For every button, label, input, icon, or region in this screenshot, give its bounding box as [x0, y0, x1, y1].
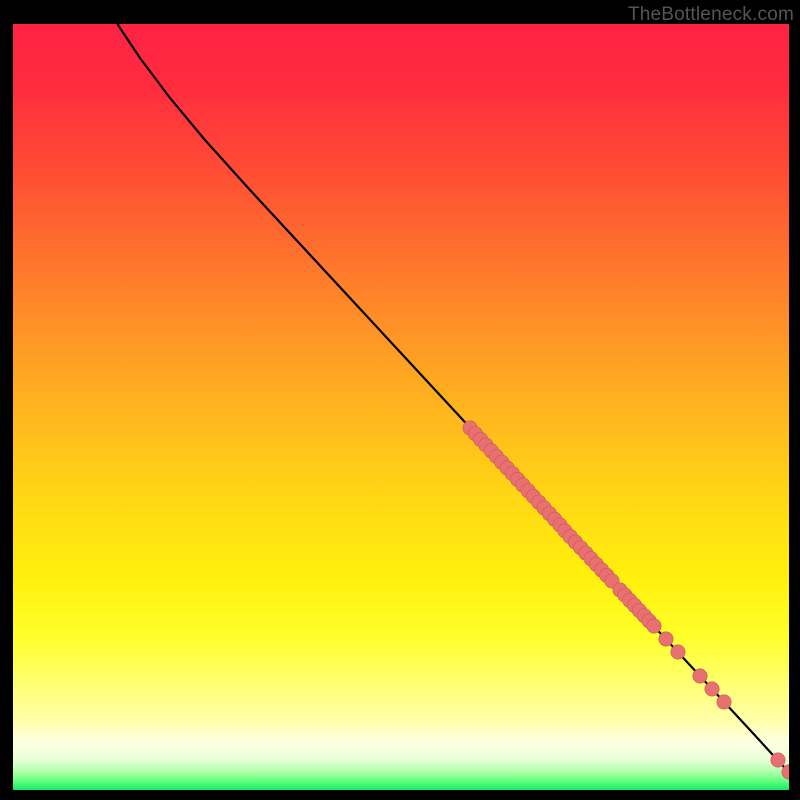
data-marker: [717, 695, 731, 709]
data-marker: [659, 632, 673, 646]
plot-background: [11, 22, 791, 792]
data-marker: [705, 682, 719, 696]
watermark-text: TheBottleneck.com: [628, 4, 794, 26]
chart-container: TheBottleneck.com: [0, 0, 800, 800]
data-marker: [771, 753, 785, 767]
data-marker: [647, 619, 661, 633]
data-marker: [671, 645, 685, 659]
gradient-chart: [0, 0, 800, 800]
data-marker: [693, 669, 707, 683]
